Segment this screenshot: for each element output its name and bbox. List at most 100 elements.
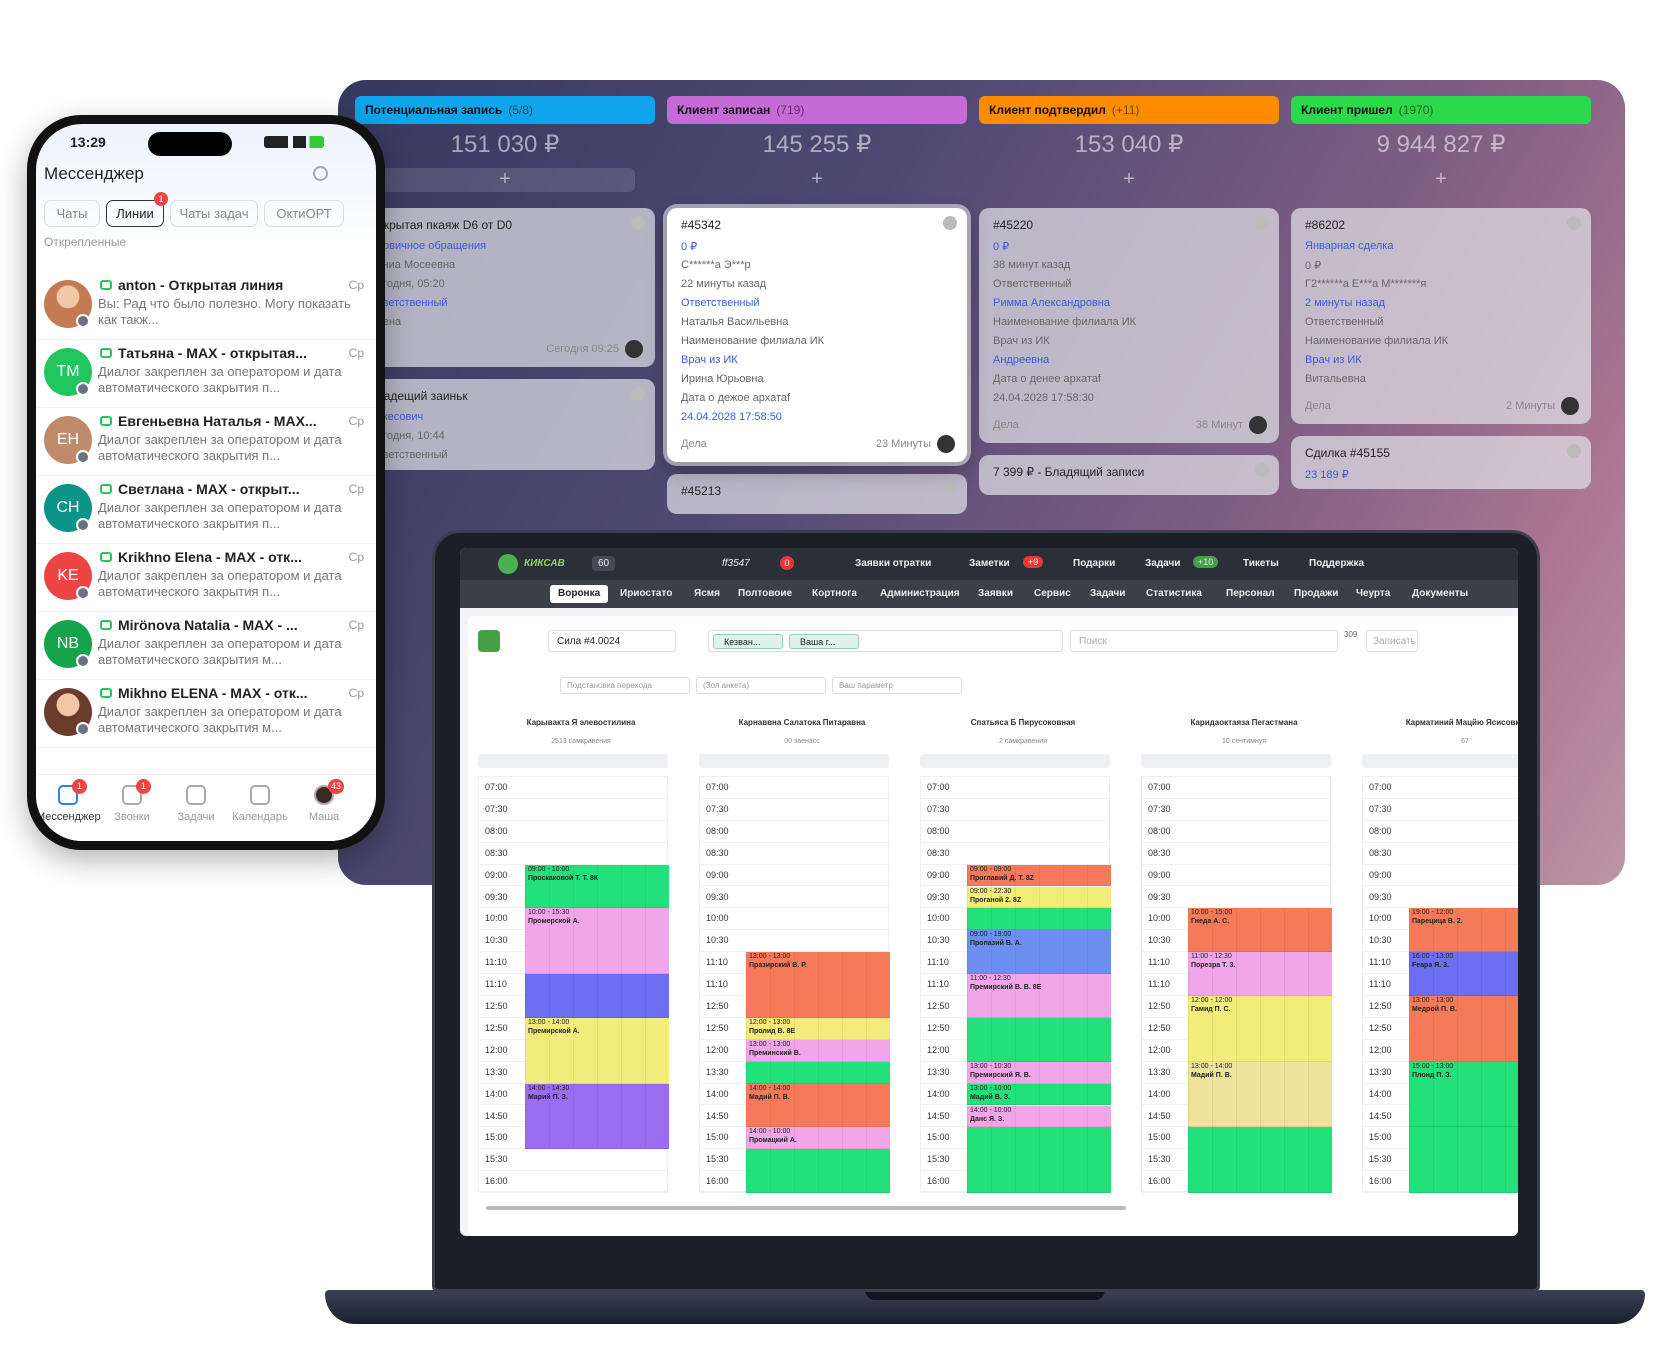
appointment[interactable] [746, 1061, 890, 1084]
nav-icon[interactable] [58, 785, 78, 805]
menu-item[interactable]: Ириостато [620, 588, 673, 599]
appointment-time: 09:00 - 09:00 [970, 865, 1012, 873]
line-icon [100, 348, 112, 358]
top-item[interactable]: Подарки [1073, 558, 1116, 569]
appointment[interactable] [967, 1127, 1111, 1194]
filter-tag[interactable]: Ваша г... [789, 634, 859, 649]
deal-card[interactable]: Сдилка #45155 23 189 ₽ [1291, 436, 1591, 489]
add-card-button[interactable]: + [1123, 168, 1135, 190]
phone-number[interactable]: ff3547 [722, 558, 750, 569]
appointment[interactable]: 12:00 - 12:00 Гамид П. С. [1188, 996, 1332, 1062]
appointment[interactable]: 13:00 - 13:00 Празирский В. Р. [746, 952, 890, 1018]
appointment[interactable]: 10:00 - 15:30 Промерской А. [525, 908, 669, 975]
chat-row[interactable]: KE Krikhno Elena - MAX - отк... Ср Диалог з… [36, 546, 376, 612]
appointment[interactable]: 10:00 - 15:00 Гнеда А. С. [1188, 908, 1332, 953]
menu-item[interactable]: Продажи [1294, 588, 1339, 599]
appointment[interactable]: 14:00 - 14:30 Марий П. З. [525, 1083, 669, 1150]
menu-item[interactable]: Чеурта [1356, 588, 1391, 599]
menu-item[interactable]: Воронка [550, 585, 609, 603]
appointment[interactable] [746, 1149, 890, 1194]
menu-item[interactable]: Заявки [978, 588, 1013, 599]
search-icon[interactable] [313, 166, 328, 181]
select[interactable]: (Зол анкета) [696, 677, 826, 694]
top-item[interactable]: Заявки отратки [855, 558, 932, 569]
appointment[interactable] [967, 908, 1111, 931]
appointment[interactable]: 13:00 - 14:00 Мадий П. В. [1188, 1061, 1332, 1128]
menu-item[interactable]: Статистика [1146, 588, 1202, 599]
chat-time: Ср [348, 346, 364, 360]
nav-icon[interactable] [186, 785, 206, 805]
appointment[interactable]: 13:00 - 13:00 Медрой П. В. [1409, 996, 1518, 1062]
tab[interactable]: Чаты [44, 200, 100, 227]
chat-row[interactable]: Mikhno ELENA - MAX - отк... Ср Диалог закр… [36, 682, 376, 748]
menu-item[interactable]: Полтовоие [738, 588, 793, 599]
appointment[interactable] [967, 1017, 1111, 1062]
appointment[interactable]: 09:00 - 19:00 Пропазий В. А. [967, 930, 1111, 975]
date-field[interactable]: Сила #4.0024 [548, 630, 676, 652]
appointment[interactable]: 14:00 - 10:00 Данс Я. З. [967, 1105, 1111, 1128]
appointment[interactable]: 11:00 - 12:30 Премирский В. В. 8Е [967, 974, 1111, 1018]
add-card-button[interactable]: + [375, 168, 635, 192]
menu-item[interactable]: Ясмя [694, 588, 720, 599]
deal-card[interactable]: #45213 [667, 474, 967, 514]
action-button[interactable]: Записать [1366, 630, 1418, 652]
add-card-button[interactable]: + [1435, 168, 1447, 190]
appointment[interactable]: 13:00 - 10:30 Премирский Я. В. [967, 1061, 1111, 1084]
appointment[interactable]: 14:00 - 10:00 Промацкий А. [746, 1127, 890, 1150]
top-item[interactable]: Тикеты [1243, 558, 1279, 569]
appointment-name: Пролид В. 8Е [749, 1027, 796, 1035]
nav-icon[interactable] [250, 785, 270, 805]
add-card-button[interactable]: + [811, 168, 823, 190]
deal-card[interactable]: 7 399 ₽ - Бладящий записи [979, 455, 1279, 495]
chat-row[interactable]: EH Евгеньевна Наталья - MAX... Ср Диалог за… [36, 410, 376, 476]
appointment-time: 11:00 - 12:30 [1191, 953, 1232, 961]
appointment[interactable]: 09:00 - 09:00 Проглавий Д. Т. 8Z [967, 864, 1111, 887]
deal-card[interactable]: Открытая пкаяж D6 от D0 Первичное обращен… [355, 208, 655, 367]
menu-item[interactable]: Кортнога [812, 588, 857, 599]
menu-item[interactable]: Сервис [1034, 588, 1071, 599]
appointment[interactable]: 14:00 - 14:00 Мадий П. В. [746, 1083, 890, 1128]
top-item[interactable]: Поддержка [1309, 558, 1365, 569]
appointment[interactable]: 13:00 - 13:00 Преминский В. [746, 1039, 890, 1062]
nav-icon[interactable] [122, 785, 142, 805]
tab[interactable]: Линии [106, 200, 164, 227]
top-item[interactable]: Заметки [969, 558, 1010, 569]
appointment[interactable]: 13:00 - 10:00 Мадий В. З. [967, 1083, 1111, 1106]
appointment[interactable]: 19:00 - 12:00 Парецица В. 2. [1409, 908, 1518, 953]
appointment[interactable] [1409, 1127, 1518, 1194]
chat-row[interactable]: CH Светлана - MAX - открыт... Ср Диалог зак… [36, 478, 376, 544]
appointment[interactable]: 11:00 - 12:30 Порезра Т. 3. [1188, 952, 1332, 996]
menu-item[interactable]: Персонал [1226, 588, 1275, 599]
appointment[interactable] [1188, 1127, 1332, 1194]
appointment[interactable]: 09:00 - 22:30 Проганой 2. 8Z [967, 886, 1111, 909]
deal-card[interactable]: #45220 0 ₽ 38 минут казад Ответственный Римм… [979, 208, 1279, 443]
appointment[interactable] [525, 974, 669, 1018]
deal-card[interactable]: Виадещий заиньк Докесович Сегодня, 10:44 От… [355, 379, 655, 470]
menu-item[interactable]: Задачи [1090, 588, 1126, 599]
column-header: Потенциальная запись (5/8) [355, 96, 655, 124]
appointment[interactable]: 09:00 - 10:00 Проскаковой Т. Т. 8К [525, 864, 669, 909]
appointment[interactable]: 13:00 - 14:00 Премирской А. [525, 1017, 669, 1084]
grid-row [1363, 821, 1518, 843]
tab[interactable]: Чаты задач [170, 200, 258, 227]
search-field[interactable]: Поиск [1070, 630, 1338, 652]
top-item[interactable]: Задачи [1145, 558, 1181, 569]
close-icon [943, 216, 957, 230]
deal-card[interactable]: #86202 Январная сделка 0 ₽ Г2******а Е***а … [1291, 208, 1591, 424]
select[interactable]: Ваш параметр [832, 677, 962, 694]
deal-card[interactable]: #45342 0 ₽ С******а Э***р 22 минуты казад От… [667, 208, 967, 462]
chat-row[interactable]: NB Mirönova Natalia - MAX - ... Ср Диалог з… [36, 614, 376, 680]
appointment-time: 16:00 - 13:00 [1412, 953, 1454, 961]
filter-tag[interactable]: Кезван... [713, 634, 783, 649]
chat-row[interactable]: TM Татьяна - MAX - открытая... Ср Диалог за… [36, 342, 376, 408]
menu-item[interactable]: Администрация [880, 588, 960, 599]
menu-item[interactable]: Документы [1412, 588, 1469, 599]
appointment[interactable]: 16:00 - 13:00 Feapa Я. 3. [1409, 952, 1518, 996]
tab-badge: 1 [154, 192, 168, 206]
appointment[interactable]: 15:00 - 13:00 Плонд П. З. [1409, 1061, 1518, 1128]
chat-row[interactable]: anton - Открытая линия Ср Вы: Рад что было… [36, 274, 376, 340]
select[interactable]: Подстановка перехода [560, 677, 690, 694]
appointment[interactable]: 12:00 - 13:00 Пролид В. 8Е [746, 1017, 890, 1040]
menu-button[interactable] [478, 630, 500, 652]
tab[interactable]: ОктиОРТ [264, 200, 344, 227]
